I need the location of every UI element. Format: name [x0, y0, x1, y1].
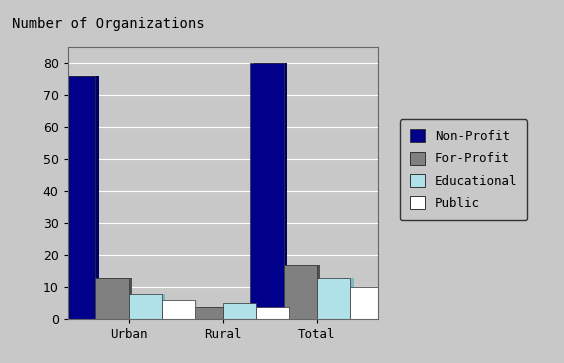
Bar	[156, 307, 190, 319]
Bar	[259, 307, 293, 324]
Bar	[193, 307, 226, 324]
Bar	[350, 287, 384, 319]
Bar	[284, 265, 317, 319]
Bar	[250, 63, 284, 319]
Bar	[160, 307, 193, 324]
Bar	[256, 307, 289, 319]
Bar	[95, 278, 129, 319]
Bar	[99, 278, 132, 324]
Bar	[129, 294, 162, 319]
Bar	[65, 76, 99, 324]
Bar	[62, 76, 95, 319]
Bar	[226, 303, 259, 324]
Bar	[165, 300, 199, 324]
Bar	[162, 300, 195, 319]
Bar	[190, 307, 223, 319]
Bar	[320, 278, 354, 324]
Bar	[287, 265, 320, 324]
Text: Number of Organizations: Number of Organizations	[12, 17, 205, 31]
Bar	[317, 278, 350, 319]
Bar	[254, 63, 287, 324]
Legend: Non-Profit, For-Profit, Educational, Public: Non-Profit, For-Profit, Educational, Pub…	[400, 119, 527, 220]
Bar	[132, 294, 165, 324]
Bar	[354, 287, 387, 324]
Bar	[223, 303, 256, 319]
